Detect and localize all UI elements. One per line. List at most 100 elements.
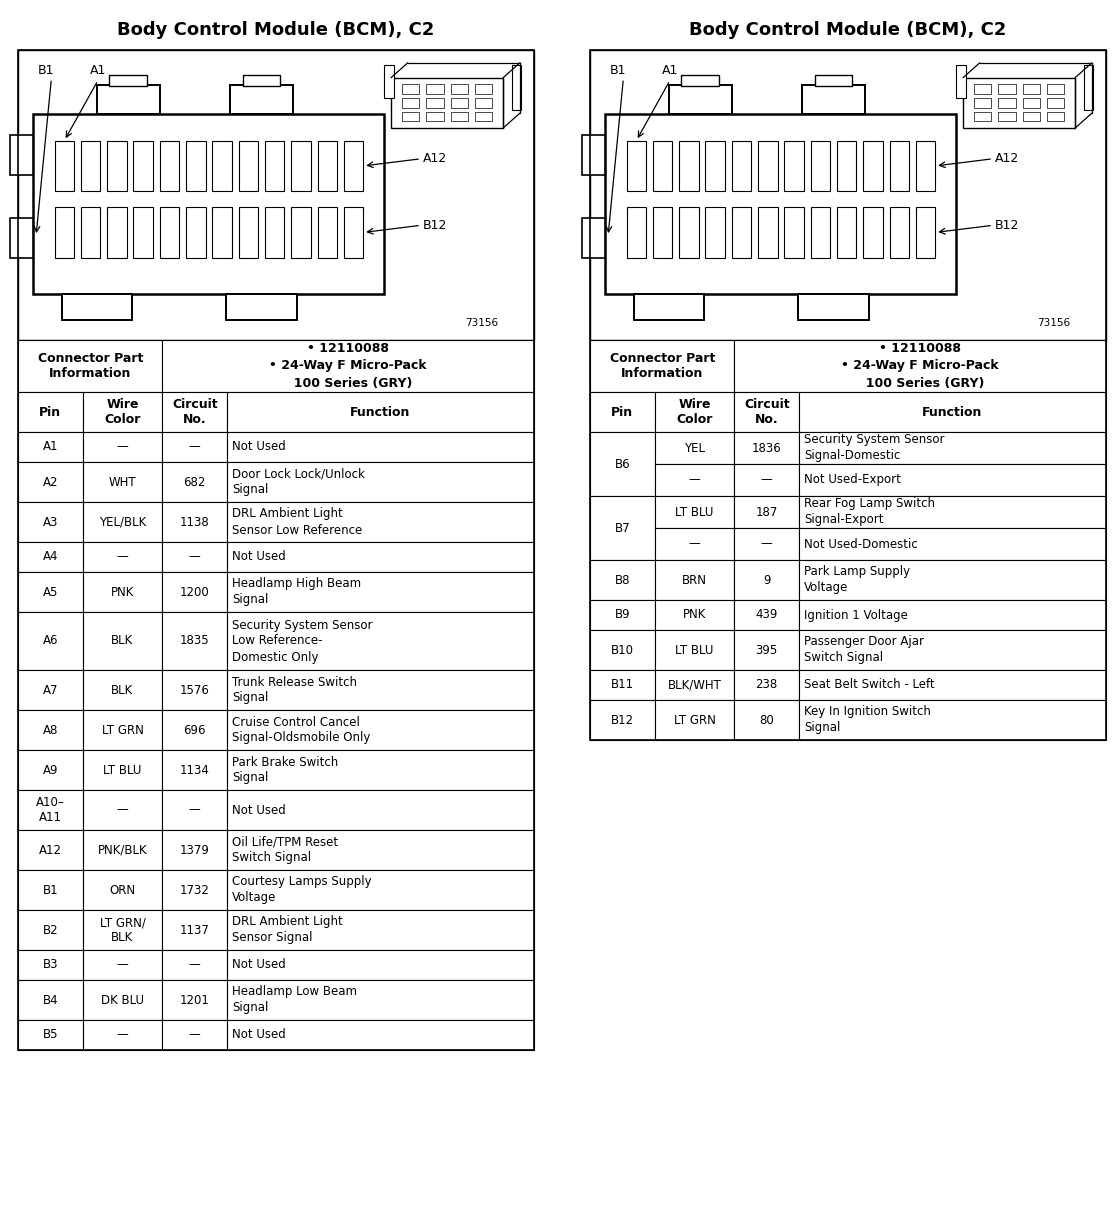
Bar	[162, 612, 227, 670]
Text: BRN: BRN	[682, 573, 707, 587]
Bar	[889, 207, 909, 258]
Text: LT GRN/
BLK: LT GRN/ BLK	[100, 917, 146, 944]
Text: A1: A1	[90, 64, 106, 77]
Bar	[162, 670, 227, 710]
Text: Seat Belt Switch - Left: Seat Belt Switch - Left	[804, 679, 934, 692]
Bar	[227, 463, 534, 502]
Bar	[758, 141, 777, 191]
Bar	[18, 829, 83, 870]
Text: 80: 80	[759, 713, 774, 726]
Bar	[669, 85, 731, 114]
Text: Wire
Color: Wire Color	[104, 398, 141, 426]
Bar	[18, 50, 534, 1050]
Bar	[83, 910, 162, 950]
Bar	[227, 910, 534, 950]
Bar	[654, 432, 735, 464]
Bar	[1047, 98, 1064, 108]
Text: PNK: PNK	[111, 585, 134, 599]
Text: —: —	[116, 958, 129, 972]
Bar	[654, 699, 735, 740]
Text: YEL/BLK: YEL/BLK	[99, 515, 146, 529]
Bar	[18, 612, 83, 670]
Bar	[18, 910, 83, 950]
Bar	[162, 432, 227, 463]
Text: ORN: ORN	[110, 883, 136, 897]
Bar	[735, 528, 799, 560]
Bar	[18, 950, 83, 980]
Bar	[55, 207, 74, 258]
Bar	[735, 464, 799, 496]
Bar	[735, 340, 1105, 391]
Bar	[654, 629, 735, 670]
Text: —: —	[760, 474, 773, 486]
Text: WHT: WHT	[109, 476, 137, 488]
Bar	[162, 910, 227, 950]
Bar	[162, 340, 534, 391]
Text: A1: A1	[662, 64, 679, 77]
Bar	[230, 85, 293, 114]
Bar	[837, 141, 857, 191]
Bar	[590, 699, 654, 740]
Text: B10: B10	[610, 643, 634, 656]
Text: Pin: Pin	[612, 405, 633, 418]
Bar	[402, 112, 420, 121]
Bar	[162, 710, 227, 750]
Text: DRL Ambient Light
Sensor Low Reference: DRL Ambient Light Sensor Low Reference	[232, 508, 362, 536]
Text: 187: 187	[756, 506, 778, 519]
Text: Rear Fog Lamp Switch
Signal-Export: Rear Fog Lamp Switch Signal-Export	[804, 497, 935, 526]
Text: A5: A5	[43, 585, 58, 599]
Bar	[133, 207, 153, 258]
Text: A3: A3	[43, 515, 58, 529]
Text: PNK: PNK	[683, 609, 707, 622]
Bar	[582, 135, 606, 175]
Bar	[864, 207, 883, 258]
Bar	[799, 699, 1105, 740]
Bar	[227, 391, 534, 432]
Bar	[799, 629, 1105, 670]
Text: 696: 696	[184, 724, 206, 736]
Text: Body Control Module (BCM), C2: Body Control Module (BCM), C2	[689, 21, 1007, 39]
Text: Not Used: Not Used	[232, 551, 286, 563]
Text: 395: 395	[756, 643, 778, 656]
Text: —: —	[189, 440, 200, 454]
Text: Trunk Release Switch
Signal: Trunk Release Switch Signal	[232, 676, 357, 704]
Text: LT BLU: LT BLU	[675, 506, 713, 519]
Bar	[475, 98, 493, 108]
Text: A4: A4	[43, 551, 58, 563]
Bar	[590, 670, 654, 699]
Text: LT GRN: LT GRN	[102, 724, 143, 736]
Bar	[18, 432, 83, 463]
Bar	[974, 83, 991, 94]
Bar	[837, 207, 857, 258]
Bar	[227, 950, 534, 980]
Text: B6: B6	[615, 458, 631, 470]
Bar	[963, 77, 1075, 128]
Bar	[799, 464, 1105, 496]
Text: 439: 439	[756, 609, 778, 622]
Bar	[384, 65, 394, 98]
Text: Courtesy Lamps Supply
Voltage: Courtesy Lamps Supply Voltage	[232, 876, 372, 904]
Bar	[83, 750, 162, 790]
Text: —: —	[189, 804, 200, 816]
Text: B12: B12	[423, 218, 447, 232]
Text: 1134: 1134	[180, 763, 209, 777]
Text: —: —	[189, 958, 200, 972]
Bar	[427, 112, 444, 121]
Bar	[1023, 83, 1040, 94]
Text: • 12110088
• 24-Way F Micro-Pack
  100 Series (GRY): • 12110088 • 24-Way F Micro-Pack 100 Ser…	[841, 342, 999, 389]
Bar	[391, 77, 503, 128]
Text: —: —	[189, 551, 200, 563]
Text: A2: A2	[43, 476, 58, 488]
Bar	[227, 750, 534, 790]
Bar	[814, 75, 852, 86]
Bar	[731, 207, 752, 258]
Bar	[402, 98, 420, 108]
Bar	[18, 750, 83, 790]
Bar	[227, 670, 534, 710]
Bar	[799, 496, 1105, 528]
Text: 1201: 1201	[180, 994, 209, 1006]
Bar	[758, 207, 777, 258]
Bar	[344, 207, 363, 258]
Bar	[213, 141, 232, 191]
Text: Key In Ignition Switch
Signal: Key In Ignition Switch Signal	[804, 706, 931, 735]
